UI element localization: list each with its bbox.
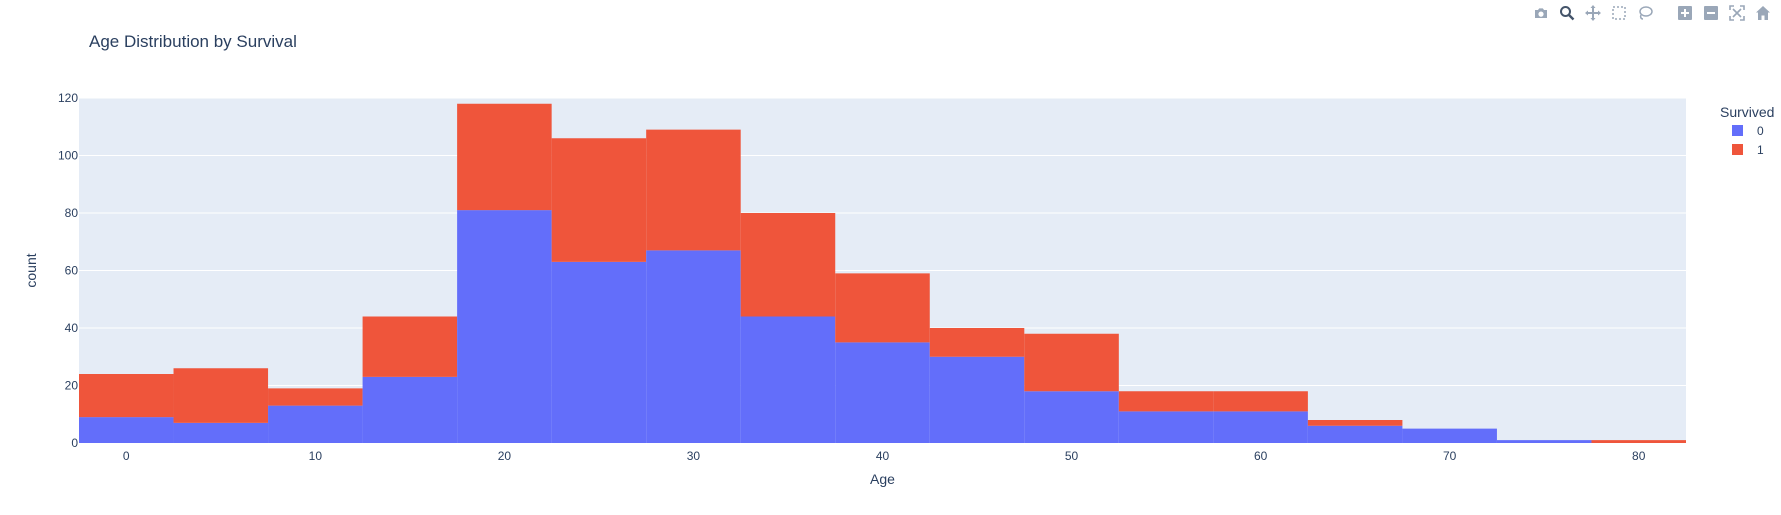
home-icon[interactable] xyxy=(1751,2,1775,24)
bar-0[interactable] xyxy=(1402,428,1497,443)
bar-0[interactable] xyxy=(79,417,174,443)
bar-0[interactable] xyxy=(457,210,552,443)
bar-1[interactable] xyxy=(929,328,1025,357)
x-axis-label: Age xyxy=(870,471,895,487)
pan-icon[interactable] xyxy=(1581,2,1605,24)
bar-1[interactable] xyxy=(646,129,741,251)
bar-1[interactable] xyxy=(551,138,647,262)
legend-title: Survived xyxy=(1720,104,1774,120)
x-tick-label: 30 xyxy=(687,449,701,463)
bar-0[interactable] xyxy=(1118,411,1214,443)
bar-0[interactable] xyxy=(173,422,269,443)
bar-0[interactable] xyxy=(646,250,741,443)
bar-1[interactable] xyxy=(1213,391,1308,412)
bar-1[interactable] xyxy=(268,388,363,406)
zoom-out-icon[interactable] xyxy=(1699,2,1723,24)
x-tick-label: 50 xyxy=(1065,449,1079,463)
bar-1[interactable] xyxy=(457,103,552,211)
y-axis-ticks: 0 20 40 60 80 100 120 xyxy=(58,91,78,450)
autoscale-icon[interactable] xyxy=(1725,2,1749,24)
bar-0[interactable] xyxy=(551,261,647,443)
box-select-icon[interactable] xyxy=(1607,2,1631,24)
y-tick-label: 100 xyxy=(58,149,78,163)
x-tick-label: 20 xyxy=(498,449,512,463)
modebar xyxy=(1529,0,1781,26)
y-tick-label: 20 xyxy=(65,379,79,393)
x-tick-label: 10 xyxy=(309,449,323,463)
bar-0[interactable] xyxy=(835,342,930,443)
bar-0[interactable] xyxy=(740,316,836,444)
y-tick-label: 0 xyxy=(71,436,78,450)
y-tick-label: 80 xyxy=(65,206,79,220)
x-tick-label: 80 xyxy=(1632,449,1646,463)
camera-icon[interactable] xyxy=(1529,2,1553,24)
plot-area xyxy=(79,98,1686,443)
y-axis-label: count xyxy=(23,253,39,287)
legend-label-1[interactable]: 1 xyxy=(1757,143,1764,157)
bar-1[interactable] xyxy=(362,316,458,377)
zoom-icon[interactable] xyxy=(1555,2,1579,24)
bar-1[interactable] xyxy=(1307,420,1403,426)
x-tick-label: 40 xyxy=(876,449,890,463)
bar-1[interactable] xyxy=(835,273,930,343)
bar-1[interactable] xyxy=(79,374,174,418)
bars xyxy=(79,103,1686,444)
zoom-in-icon[interactable] xyxy=(1673,2,1697,24)
y-tick-label: 120 xyxy=(58,91,78,105)
bar-0[interactable] xyxy=(1307,425,1403,443)
bar-1[interactable] xyxy=(1024,333,1119,392)
bar-0[interactable] xyxy=(929,356,1025,443)
lasso-icon[interactable] xyxy=(1633,2,1657,24)
x-axis-ticks: 0 10 20 30 40 50 60 70 80 xyxy=(123,449,1646,463)
x-tick-label: 0 xyxy=(123,449,130,463)
grid-lines xyxy=(79,97,1686,386)
bar-1[interactable] xyxy=(740,213,836,317)
legend-label-0[interactable]: 0 xyxy=(1757,124,1764,138)
legend-swatch-0[interactable] xyxy=(1732,125,1743,136)
x-tick-label: 60 xyxy=(1254,449,1268,463)
legend[interactable]: Survived 01 xyxy=(1720,104,1774,157)
bar-1[interactable] xyxy=(173,368,269,423)
chart-title: Age Distribution by Survival xyxy=(89,32,297,51)
legend-items[interactable]: 01 xyxy=(1732,124,1764,157)
bar-0[interactable] xyxy=(1496,440,1592,443)
x-tick-label: 70 xyxy=(1443,449,1457,463)
bar-1[interactable] xyxy=(1591,440,1686,443)
bar-0[interactable] xyxy=(268,405,363,443)
y-tick-label: 60 xyxy=(65,264,79,278)
bar-1[interactable] xyxy=(1118,391,1214,412)
bar-0[interactable] xyxy=(1213,411,1308,443)
bar-0[interactable] xyxy=(1024,391,1119,443)
y-tick-label: 40 xyxy=(65,321,79,335)
bar-0[interactable] xyxy=(362,376,458,443)
legend-swatch-1[interactable] xyxy=(1732,144,1743,155)
